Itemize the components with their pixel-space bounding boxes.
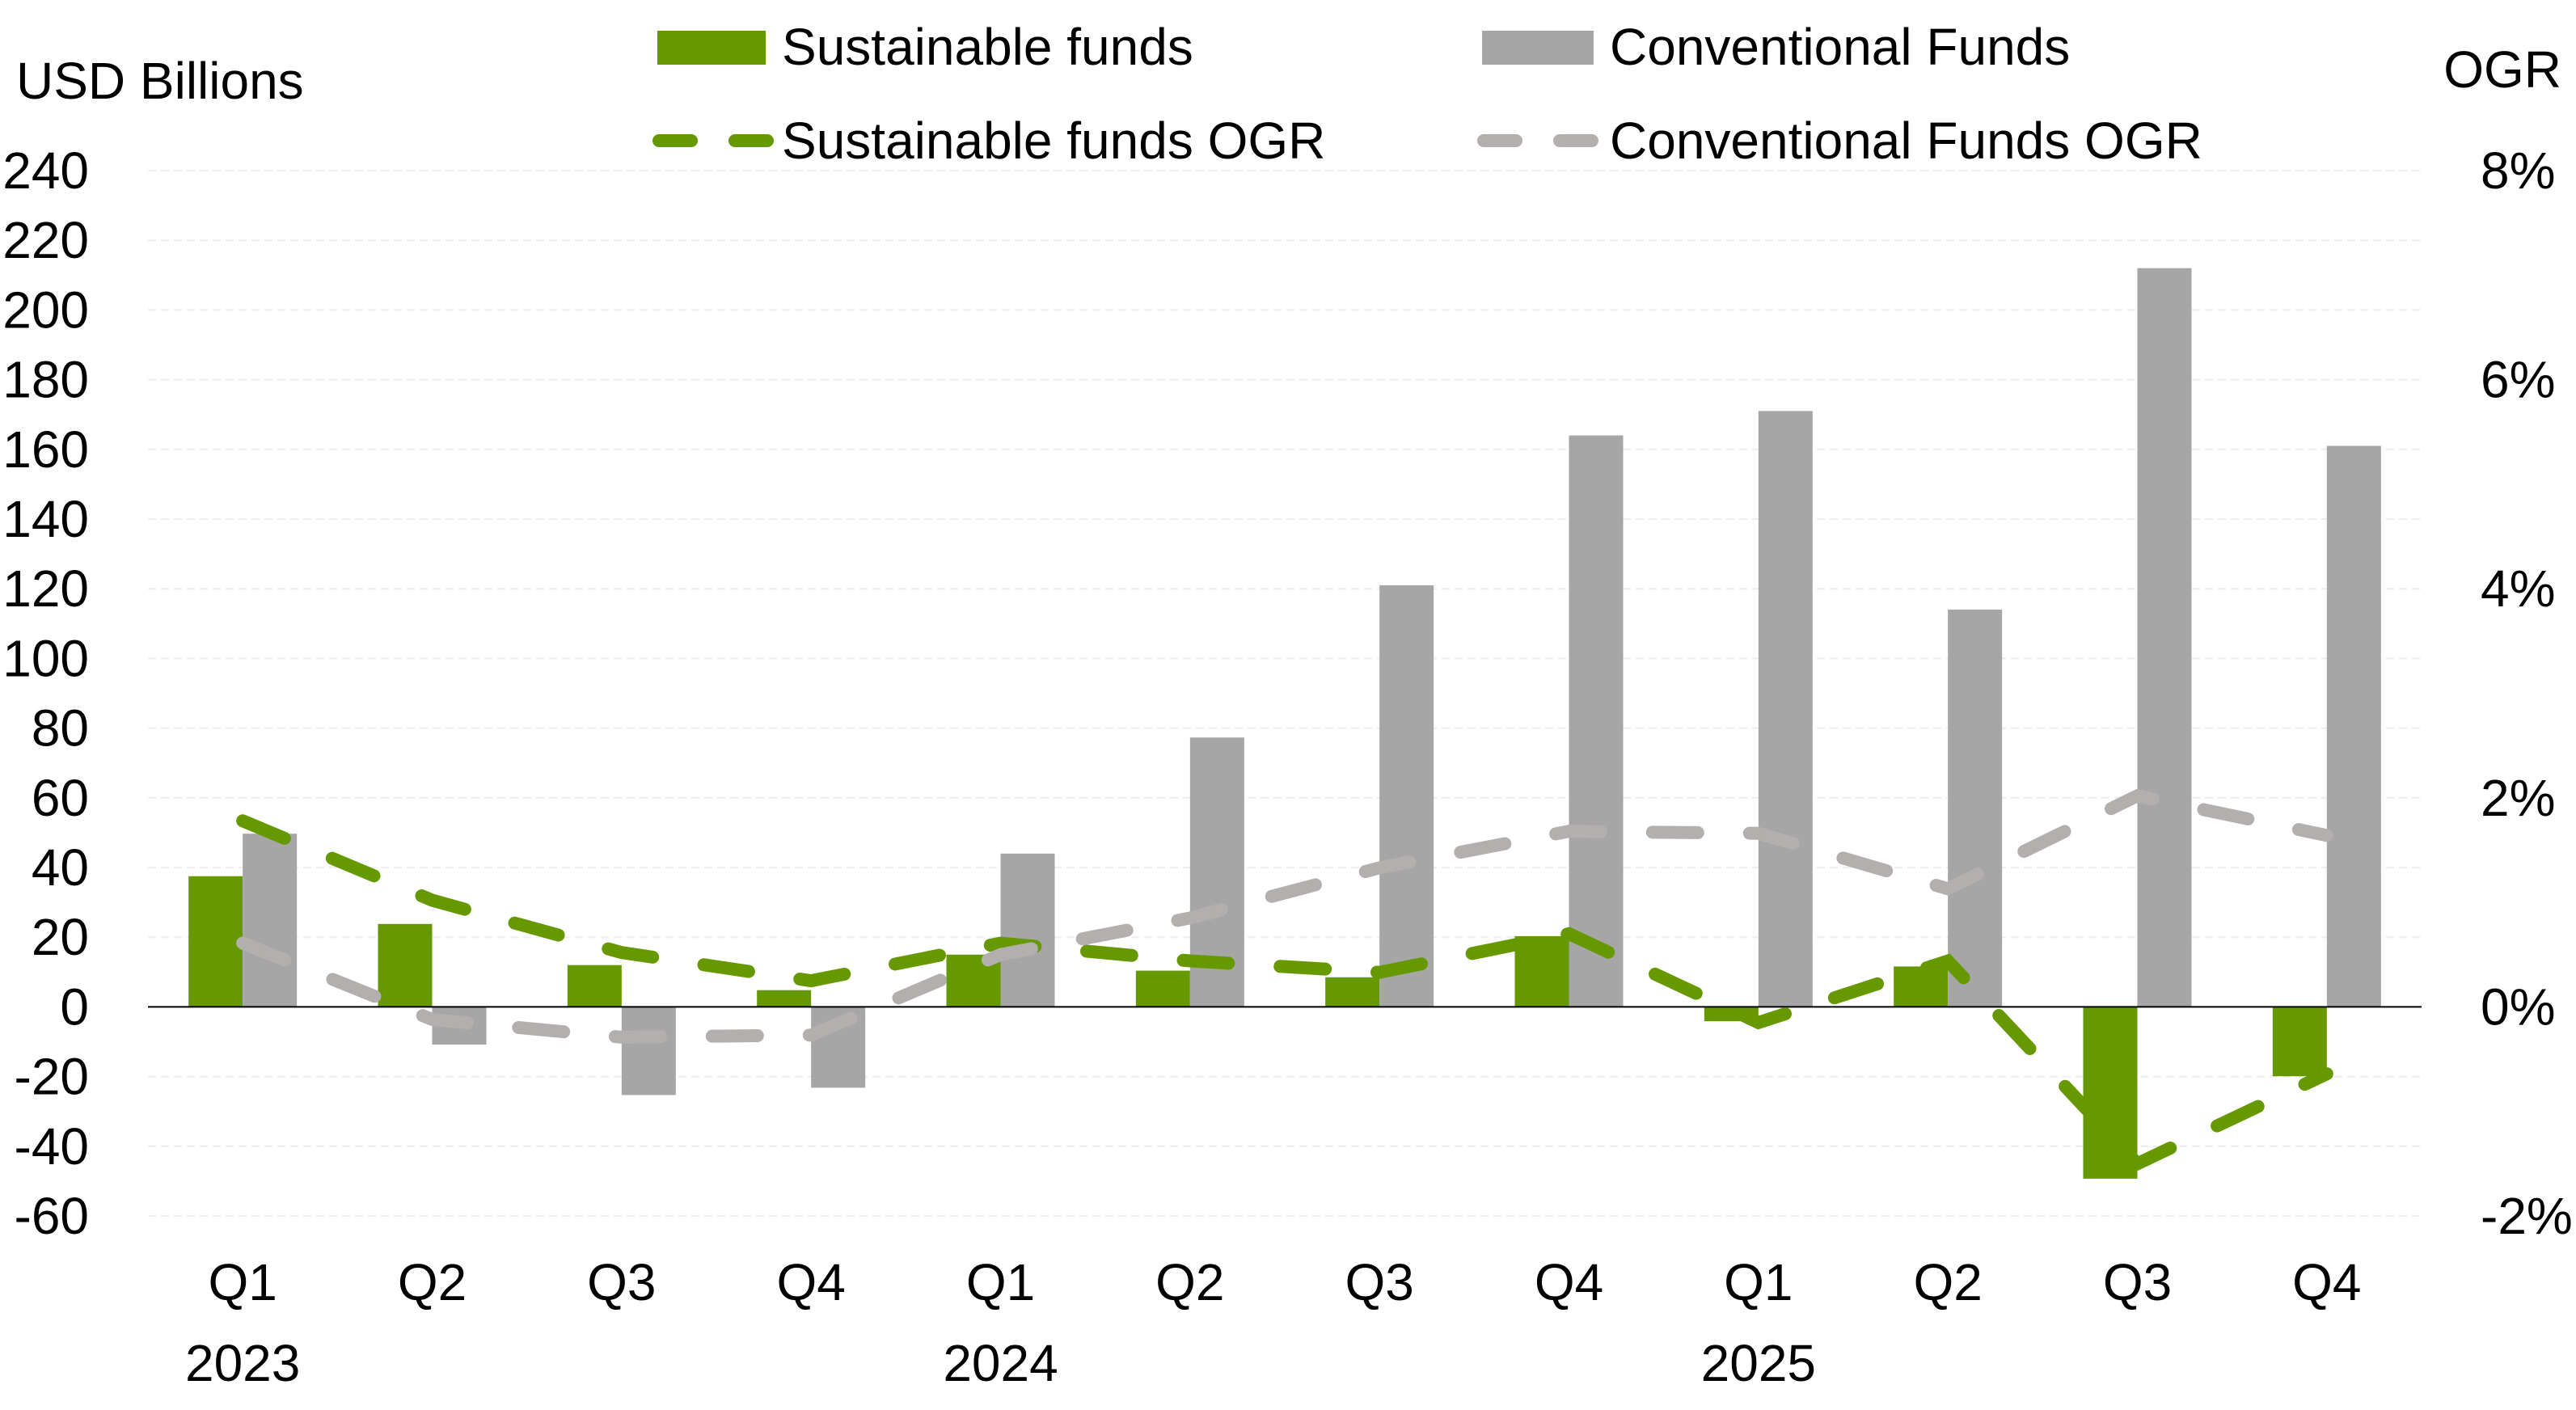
y-tick-label: 0 [60, 977, 89, 1036]
y2-tick-label: -2% [2481, 1187, 2573, 1245]
line-sustainable-funds-ogr [236, 814, 2333, 1172]
x-tick-label: Q1 [966, 1253, 1035, 1311]
bar-conventional-funds [2326, 445, 2381, 1007]
bar-sustainable-funds [1894, 966, 1949, 1007]
line-conventional-funds-ogr [236, 788, 2333, 1044]
bar-sustainable-funds [757, 990, 812, 1007]
bar-conventional-funds [1758, 411, 1813, 1007]
y2-tick-label: 4% [2481, 559, 2556, 618]
bar-sustainable-funds [1514, 935, 1569, 1007]
y-tick-label: 60 [32, 769, 89, 827]
x-tick-label: Q2 [398, 1253, 467, 1311]
bar-conventional-funds [2137, 268, 2192, 1007]
ogr-lines [236, 788, 2333, 1172]
y-tick-label: 100 [2, 629, 89, 687]
bar-sustainable-funds [567, 965, 622, 1007]
x-tick-label: Q3 [2103, 1253, 2172, 1311]
bar-sustainable-funds [378, 923, 433, 1007]
bar-sustainable-funds [188, 876, 243, 1007]
y-tick-label: -20 [15, 1048, 90, 1106]
legend-label: Conventional Funds OGR [1610, 112, 2202, 170]
y-tick-label: 180 [2, 351, 89, 409]
y-tick-label: -60 [15, 1187, 90, 1245]
y2-tick-label: 6% [2481, 351, 2556, 409]
bar-sustainable-funds [2083, 1007, 2138, 1179]
legend-item-sustainable-funds: Sustainable funds [657, 18, 1193, 76]
x-tick-label: Q3 [1345, 1253, 1413, 1311]
y2-tick-label: 2% [2481, 769, 2556, 827]
y2-tick-label: 0% [2481, 977, 2556, 1036]
legend-label: Sustainable funds OGR [782, 112, 1325, 170]
y-tick-label: 20 [32, 908, 89, 966]
x-tick-label: Q4 [776, 1253, 845, 1311]
legend-item-sustainable-funds-ogr: Sustainable funds OGR [652, 112, 1325, 170]
x-tick-label: Q3 [587, 1253, 656, 1311]
y-tick-label: 140 [2, 490, 89, 548]
bar-conventional-funds [621, 1007, 676, 1095]
bar-sustainable-funds [1135, 970, 1190, 1007]
legend-swatch-conventional-funds [1482, 31, 1594, 65]
y-tick-label: 40 [32, 838, 89, 897]
x-tick-label: Q2 [1155, 1253, 1224, 1311]
y-tick-label: 120 [2, 559, 89, 618]
x-year-label: 2024 [943, 1334, 1058, 1392]
gridlines [148, 170, 2422, 1217]
legend-swatch-sustainable-funds [657, 31, 766, 65]
y-tick-label: 240 [2, 141, 89, 200]
right-axis-ticks: -2% 0% 2% 4% 6% 8% [2481, 141, 2573, 1245]
bar-conventional-funds [1948, 610, 2003, 1007]
bar-conventional-funds [1569, 435, 1624, 1007]
x-tick-label: Q4 [2292, 1253, 2361, 1311]
bar-conventional-funds [1000, 853, 1055, 1007]
y2-axis-title: OGR [2443, 40, 2561, 99]
bars [188, 268, 2381, 1179]
y-axis-title: USD Billions [16, 52, 304, 110]
left-axis-ticks: -60 -40 -20 0 20 40 60 80 100 120 140 160 180 200 220 2… [2, 141, 89, 1245]
y-tick-label: 160 [2, 420, 89, 479]
legend-item-conventional-funds-ogr: Conventional Funds OGR [1477, 112, 2202, 170]
bar-conventional-funds [243, 834, 298, 1007]
x-axis-ticks: Q1 Q2 Q3 Q4 Q1 Q2 Q3 Q4 Q1 Q2 Q3 Q4 2023 2024 2025 [185, 1253, 2362, 1392]
x-tick-label: Q4 [1535, 1253, 1603, 1311]
x-tick-label: Q1 [208, 1253, 277, 1311]
legend-item-conventional-funds: Conventional Funds [1482, 18, 2070, 76]
bar-sustainable-funds [1325, 977, 1380, 1007]
x-year-label: 2025 [1701, 1334, 1816, 1392]
legend-label: Conventional Funds [1610, 18, 2070, 76]
y-tick-label: 200 [2, 281, 89, 339]
x-year-label: 2023 [185, 1334, 300, 1392]
legend-label: Sustainable funds [782, 18, 1193, 76]
y2-tick-label: 8% [2481, 141, 2556, 200]
legend: Sustainable funds Conventional Funds Sus… [652, 18, 2202, 170]
y-tick-label: 220 [2, 211, 89, 269]
y-tick-label: -40 [15, 1117, 90, 1176]
bar-sustainable-funds [2272, 1007, 2327, 1077]
x-tick-label: Q2 [1913, 1253, 1982, 1311]
x-tick-label: Q1 [1724, 1253, 1793, 1311]
y-tick-label: 80 [32, 699, 89, 758]
bar-conventional-funds [1379, 585, 1434, 1007]
